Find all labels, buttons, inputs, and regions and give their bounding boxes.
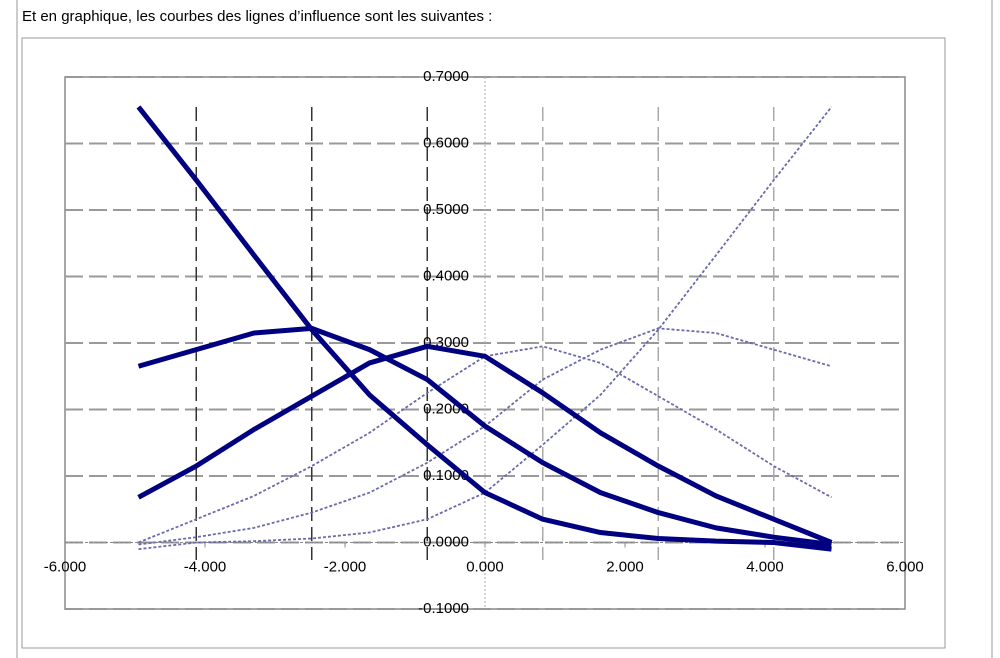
y-tick-label: 0.5000 bbox=[423, 201, 469, 218]
series-line bbox=[136, 105, 832, 552]
y-tick-label: 0.0000 bbox=[423, 533, 469, 550]
caption: Et en graphique, les courbes des lignes … bbox=[22, 8, 493, 25]
x-tick-label: 2.000 bbox=[606, 558, 644, 575]
x-tick-label: -2.000 bbox=[324, 558, 367, 575]
y-tick-label: 0.4000 bbox=[423, 267, 469, 284]
x-tick-label: 4.000 bbox=[746, 558, 784, 575]
series-line bbox=[138, 345, 832, 544]
series-line bbox=[137, 325, 832, 547]
y-tick-label: 0.7000 bbox=[423, 68, 469, 85]
x-tick-label: -6.000 bbox=[44, 558, 87, 575]
series-line bbox=[137, 343, 833, 545]
y-tick-label: 0.6000 bbox=[423, 134, 469, 151]
series-line bbox=[138, 106, 833, 551]
x-tick-label: 6.000 bbox=[886, 558, 924, 575]
y-tick-label: -0.1000 bbox=[418, 600, 469, 617]
x-tick-label: 0.000 bbox=[466, 558, 504, 575]
x-tick-label: -4.000 bbox=[184, 558, 227, 575]
